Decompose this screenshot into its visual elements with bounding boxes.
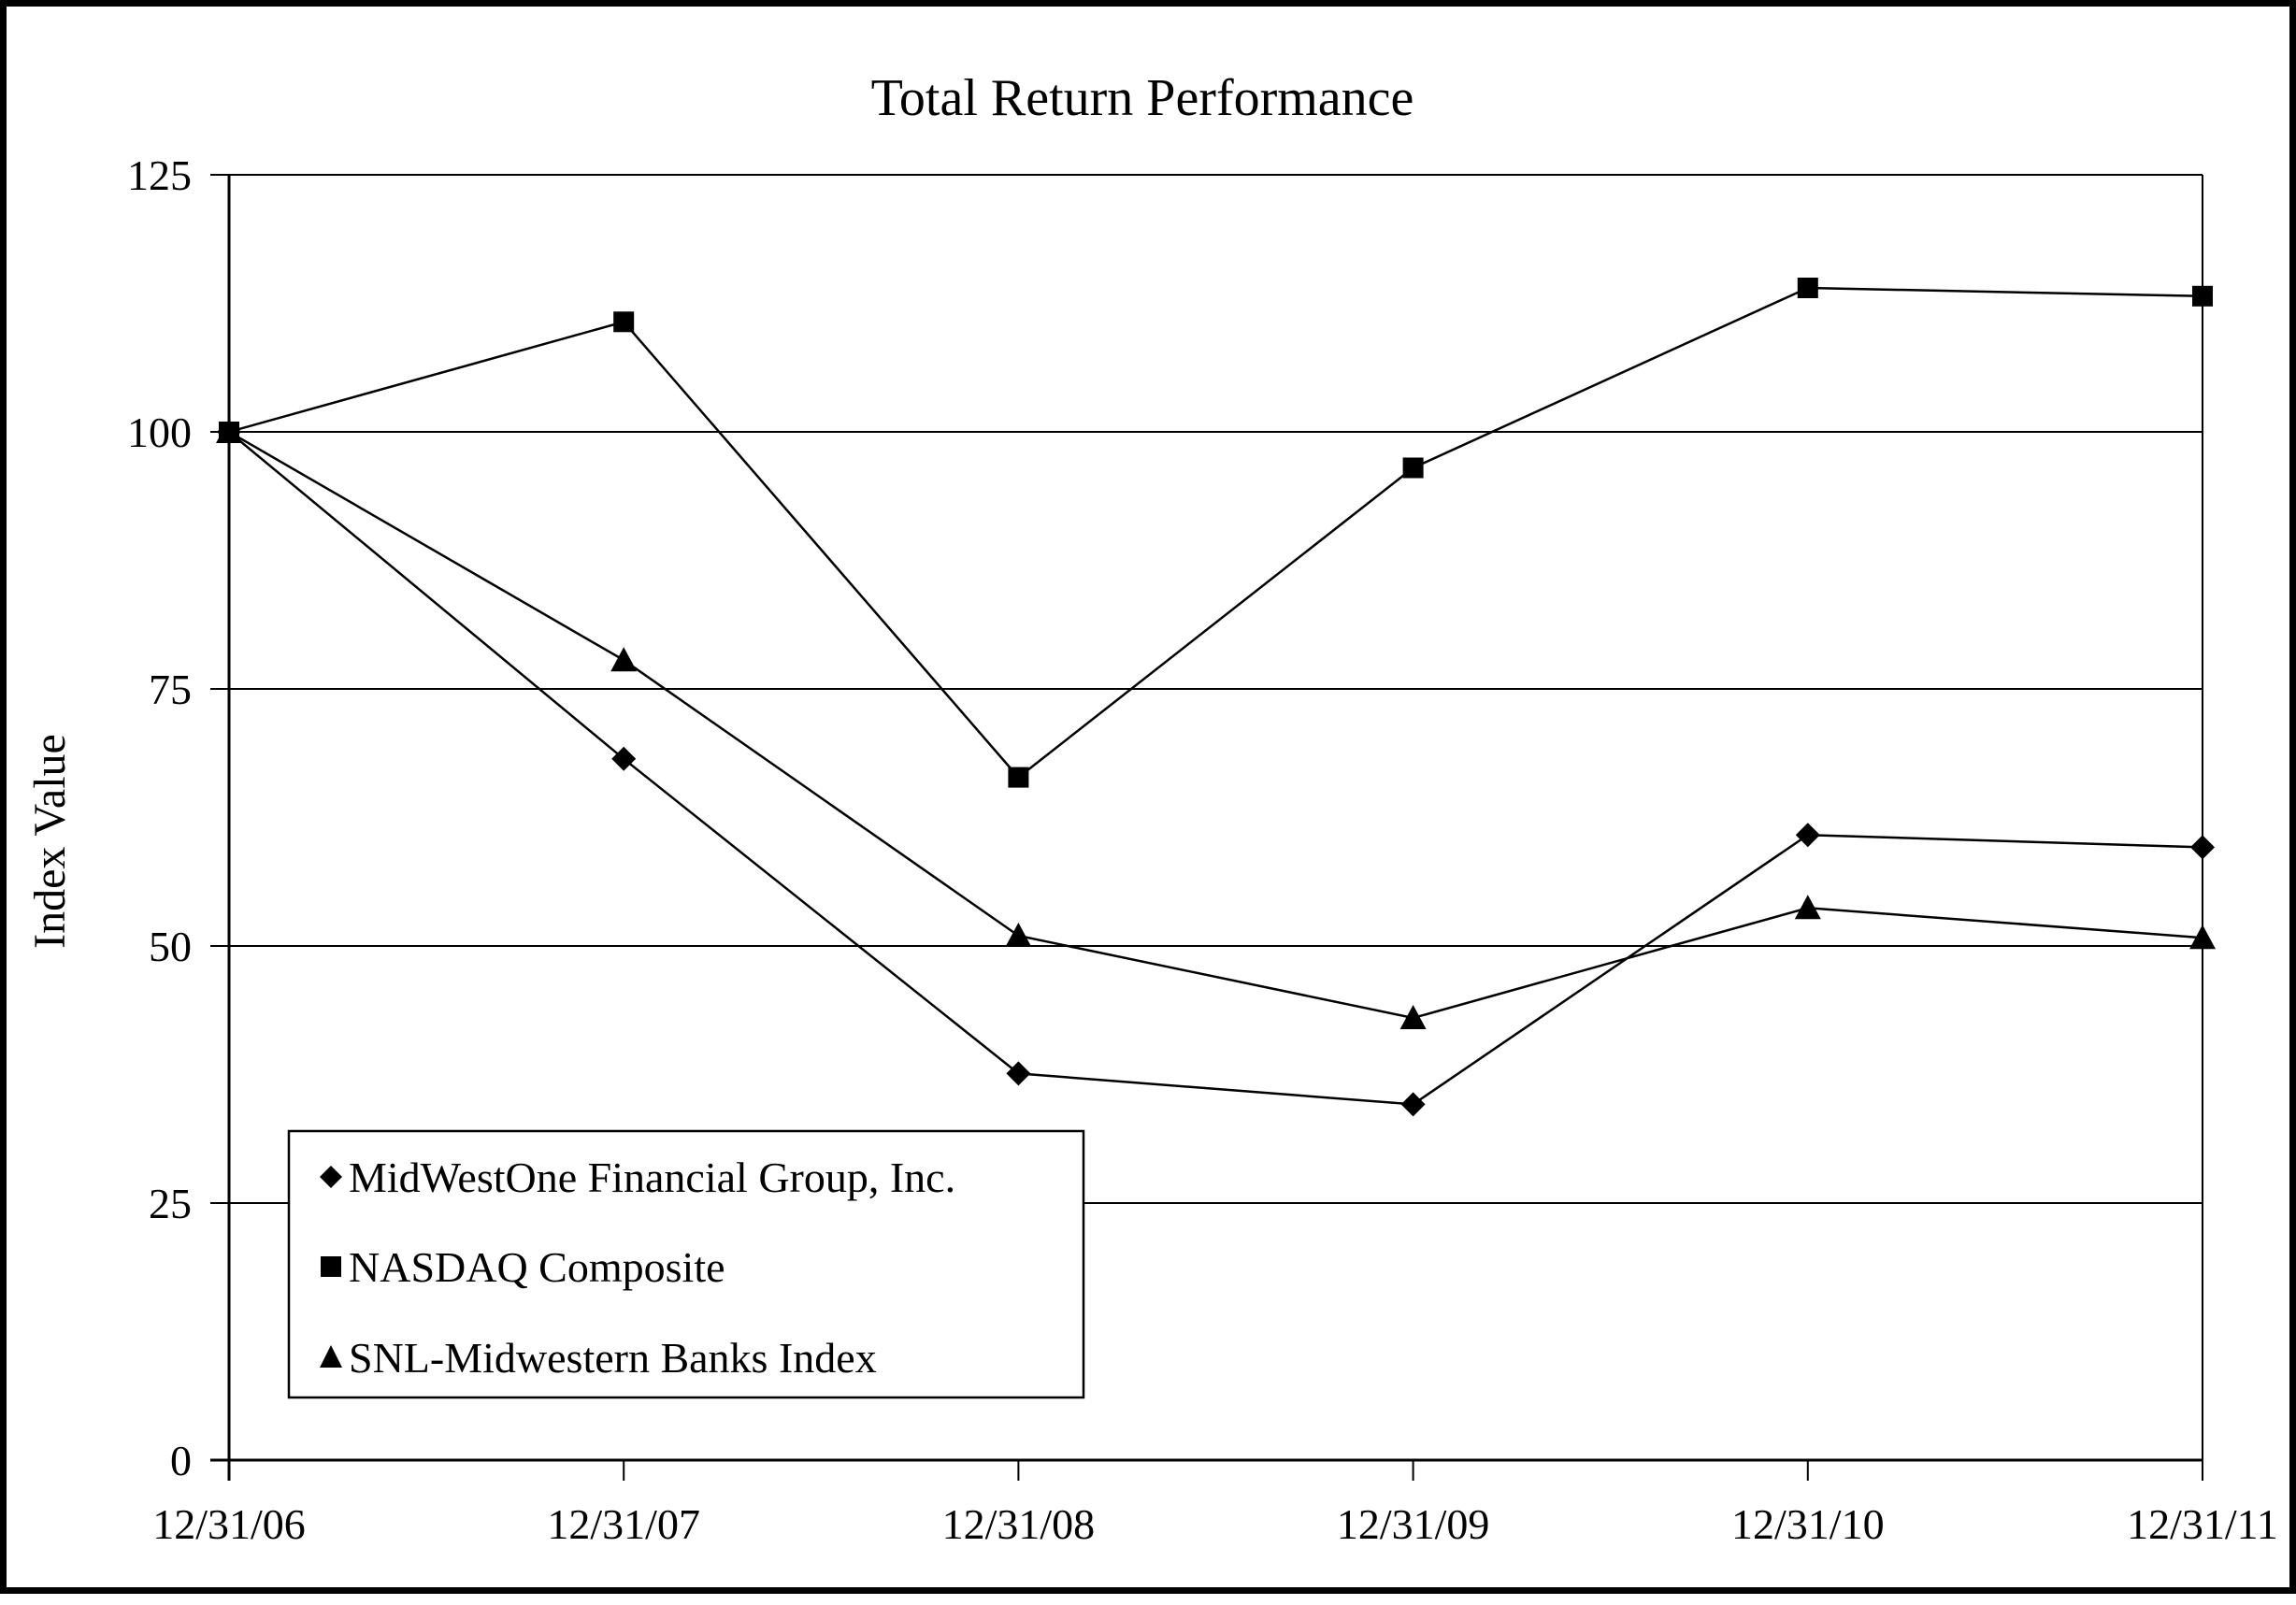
y-tick-label-25: 25	[149, 1180, 192, 1227]
data-point-triangle	[610, 647, 638, 672]
data-point-square	[1797, 278, 1818, 298]
data-point-square	[1008, 767, 1029, 788]
chart-title: Total Return Performance	[871, 69, 1414, 127]
data-point-diamond	[1006, 1061, 1031, 1086]
data-point-square	[1402, 457, 1424, 479]
data-point-diamond	[611, 746, 637, 771]
legend-square-icon	[321, 1256, 341, 1277]
legend-label-midwestone: MidWestOne Financial Group, Inc.	[349, 1154, 955, 1201]
series-group	[216, 278, 2216, 1117]
x-tick-label-4: 12/31/10	[1731, 1500, 1885, 1548]
data-point-diamond	[1795, 823, 1820, 848]
x-tick-label-2: 12/31/08	[942, 1500, 1096, 1548]
total-return-performance-chart: Total Return Performance Index Value 0 25…	[25, 69, 2278, 1548]
data-point-diamond	[2190, 835, 2215, 860]
series-line-0	[228, 431, 2203, 1106]
gridlines	[229, 174, 2203, 1204]
x-tick-label-0: 12/31/06	[152, 1500, 306, 1548]
axes	[210, 174, 2203, 1481]
y-tick-label-125: 125	[127, 151, 192, 199]
x-tick-label-1: 12/31/07	[547, 1500, 700, 1548]
legend-label-nasdaq: NASDAQ Composite	[349, 1243, 725, 1291]
data-point-diamond	[1400, 1092, 1426, 1117]
series-line-1	[228, 286, 2203, 780]
data-point-triangle	[1005, 923, 1032, 947]
y-tick-labels: 0 25 50 75 100 125	[127, 151, 192, 1484]
data-point-square	[613, 311, 635, 333]
y-tick-label-75: 75	[149, 666, 192, 713]
x-tick-label-3: 12/31/09	[1337, 1500, 1490, 1548]
data-point-triangle	[216, 419, 242, 443]
data-point-triangle	[1399, 1005, 1427, 1029]
x-tick-labels: 12/31/06 12/31/07 12/31/08 12/31/09 12/31/10…	[152, 1500, 2278, 1548]
y-tick-label-100: 100	[127, 408, 192, 456]
y-axis-title: Index Value	[25, 734, 75, 949]
legend-diamond-icon	[320, 1166, 342, 1188]
data-point-triangle	[1794, 895, 1821, 920]
data-point-triangle	[2189, 924, 2216, 950]
series-line-2	[228, 430, 2203, 1020]
legend-label-snl: SNL-Midwestern Banks Index	[349, 1334, 877, 1382]
y-tick-label-50: 50	[149, 923, 192, 970]
x-tick-label-5: 12/31/11	[2127, 1500, 2278, 1548]
legend-triangle-icon	[320, 1345, 342, 1368]
data-point-square	[2192, 285, 2213, 307]
legend-box	[287, 1129, 1085, 1399]
legend: MidWestOne Financial Group, Inc. NASDAQ …	[287, 1129, 1085, 1399]
y-tick-label-0: 0	[170, 1437, 192, 1484]
